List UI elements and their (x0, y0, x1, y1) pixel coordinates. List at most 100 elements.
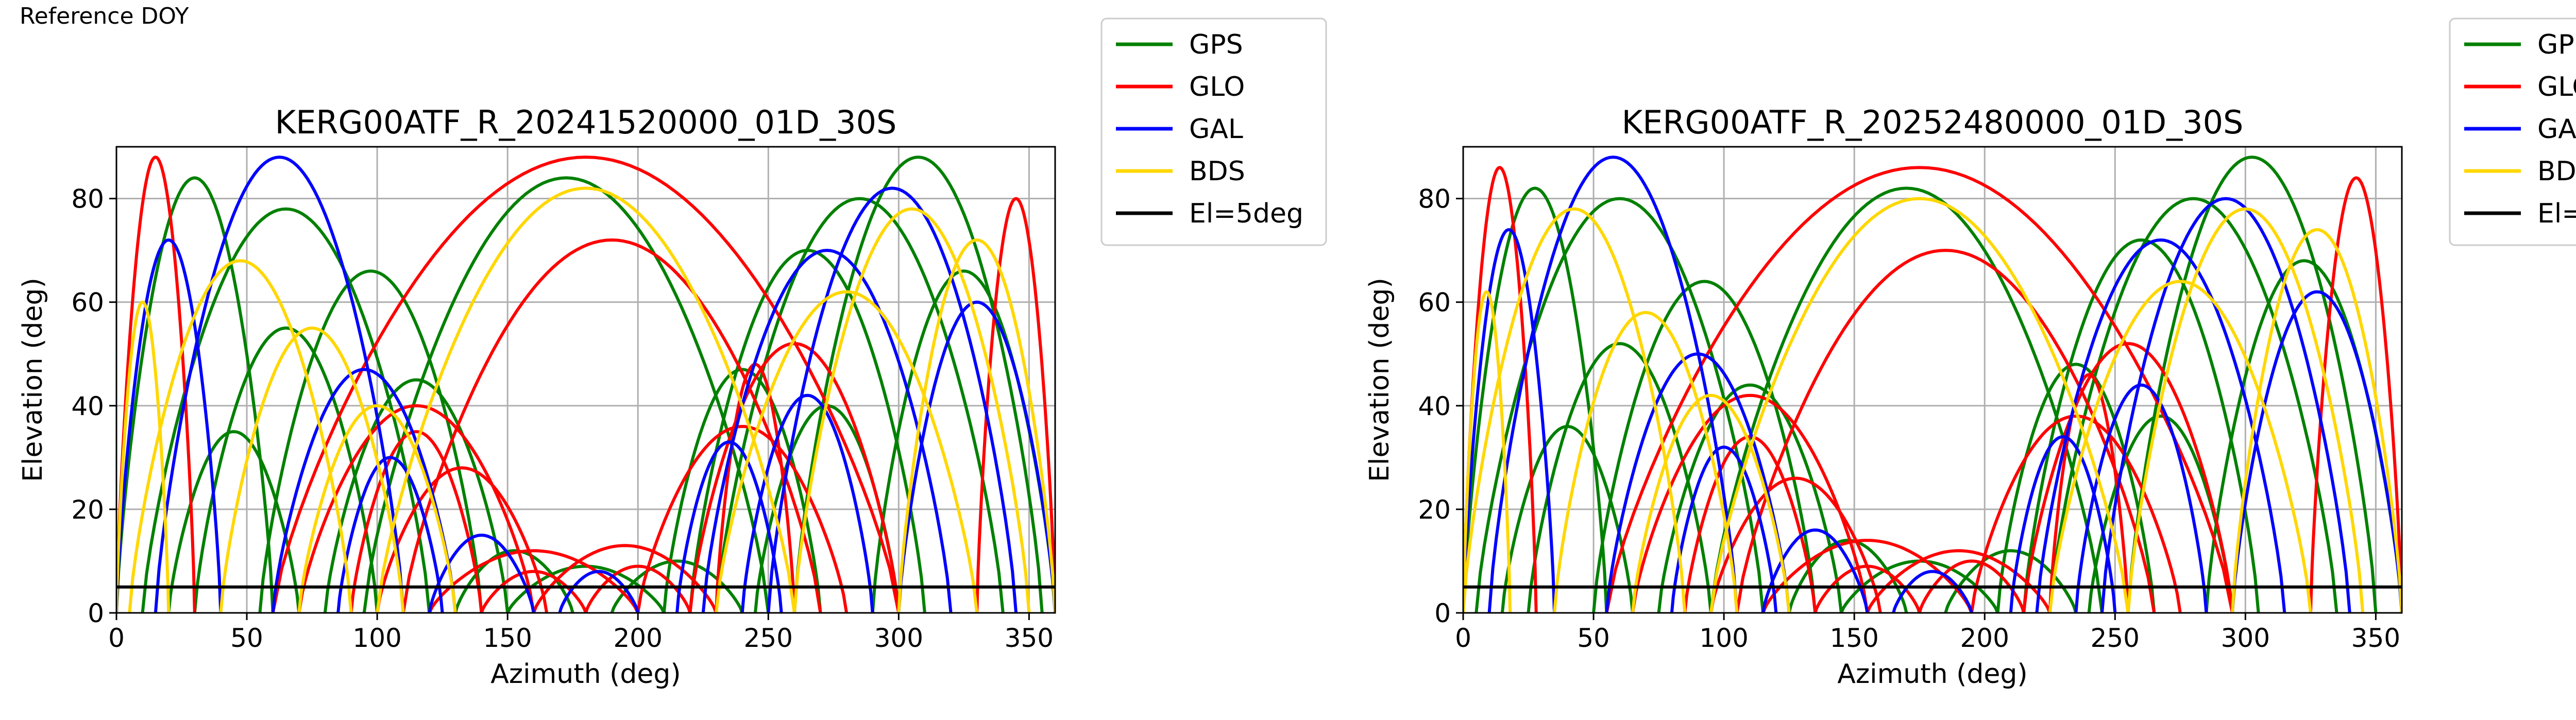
satellite-track (219, 326, 405, 613)
legend-label: GAL (2537, 114, 2576, 145)
satellite-track (193, 326, 379, 613)
y-tick-label: 60 (1418, 288, 1451, 318)
chart-panel-1: KERG00ATF_R_20241520000_01D_30S 0 50 100 150… (18, 18, 1327, 690)
legend-frame (1100, 18, 1327, 246)
satellite-track (1463, 290, 1512, 613)
chart-title: KERG00ATF_R_20241520000_01D_30S (275, 104, 897, 141)
satellite-track (2022, 342, 2234, 613)
y-tick-label: 80 (1418, 184, 1451, 214)
satellite-track (1657, 383, 1843, 613)
x-tick-label: 100 (1699, 623, 1748, 653)
satellite-track (1996, 363, 2156, 613)
x-tick-label: 50 (230, 623, 263, 653)
satellite-track (1814, 564, 1921, 613)
x-axis-label: Azimuth (deg) (490, 659, 681, 690)
satellite-track (2309, 176, 2402, 613)
satellite-track (1670, 445, 1778, 613)
x-tick-label: 200 (614, 623, 663, 653)
legend-label: El=5deg (2537, 198, 2576, 229)
series-gps (116, 156, 1055, 613)
satellite-track (1605, 352, 1791, 613)
y-tick-label: 20 (1418, 495, 1451, 525)
x-tick-label: 0 (108, 623, 125, 653)
satellite-track (1527, 342, 1713, 613)
satellite-track (767, 186, 1018, 613)
satellite-track (1463, 228, 1556, 613)
satellite-track (636, 424, 849, 613)
satellite-track (2087, 414, 2234, 613)
satellite-track (2231, 228, 2402, 613)
legend-frame (2449, 18, 2576, 246)
x-tick-label: 350 (1005, 623, 1054, 653)
satellite-track (1553, 311, 1739, 613)
legend: GPS GLO GAL BDS El=5deg (1100, 18, 1327, 246)
x-tick-label: 300 (874, 623, 923, 653)
satellite-track (2231, 290, 2402, 613)
figure-suptitle: Reference DOY (20, 3, 189, 29)
legend-label: GAL (1189, 114, 1243, 145)
chart-title: KERG00ATF_R_20252480000_01D_30S (1622, 104, 2244, 141)
satellite-track (1918, 559, 2026, 613)
satellite-track (532, 544, 718, 613)
legend: GPS GLO GAL BDS El=5deg (2449, 18, 2576, 246)
series-bds (1463, 197, 2402, 613)
satellite-track (715, 290, 979, 613)
satellite-track (428, 549, 640, 613)
satellite-track (701, 249, 953, 613)
satellite-track (2035, 238, 2286, 613)
plot-frame (1462, 146, 2403, 614)
satellite-track (128, 259, 353, 613)
satellite-track (271, 368, 457, 613)
legend-label: BDS (1189, 156, 1245, 187)
series-gal (116, 156, 1055, 613)
satellite-track (1592, 280, 1817, 613)
satellite-track (675, 440, 783, 613)
satellite-track (1709, 476, 1882, 613)
x-tick-label: 150 (1829, 623, 1878, 653)
satellite-track (1631, 393, 1869, 613)
satellite-track (792, 207, 1031, 613)
satellite-track (897, 300, 1055, 613)
satellite-track (116, 176, 275, 613)
satellite-track (1605, 166, 2234, 613)
satellite-track (1709, 197, 2130, 613)
satellite-track (1683, 435, 1817, 613)
satellite-track (1761, 539, 1973, 613)
x-axis-label: Azimuth (deg) (1837, 659, 2027, 690)
series-bds (116, 186, 1055, 613)
satellite-track (1631, 393, 1791, 613)
plot-area (1463, 156, 2402, 613)
y-tick-label: 0 (88, 598, 104, 628)
plot-area (116, 155, 1055, 613)
satellite-track (1735, 249, 2156, 613)
y-tick-label: 40 (71, 391, 104, 421)
satellite-track (428, 534, 535, 613)
satellite-track (376, 466, 549, 613)
chart-panel-2: KERG00ATF_R_20252480000_01D_30S 0 50 100 150… (1364, 18, 2576, 690)
legend-label: GPS (2537, 29, 2576, 60)
x-tick-label: 200 (1960, 623, 2009, 653)
satellite-track (2022, 238, 2260, 613)
x-tick-label: 150 (483, 623, 532, 653)
satellite-track (349, 430, 483, 613)
satellite-track (897, 238, 1055, 613)
x-tick-label: 100 (352, 623, 401, 653)
series-glo (116, 155, 1055, 613)
satellite-track (584, 564, 692, 613)
plot-frame (115, 146, 1056, 614)
satellite-track (1970, 414, 2182, 613)
legend-label: GPS (1189, 29, 1243, 60)
satellite-track (116, 300, 171, 613)
y-tick-label: 20 (71, 495, 104, 525)
satellite-track (116, 155, 196, 613)
satellite-track (297, 404, 457, 613)
legend-label: GLO (1189, 72, 1245, 102)
x-tick-label: 250 (744, 623, 793, 653)
satellite-track (740, 393, 874, 613)
x-tick-label: 300 (2221, 623, 2270, 653)
y-axis-label: Elevation (deg) (1364, 278, 1395, 482)
satellite-track (258, 269, 483, 613)
y-tick-label: 40 (1418, 391, 1451, 421)
y-tick-label: 80 (71, 184, 104, 214)
